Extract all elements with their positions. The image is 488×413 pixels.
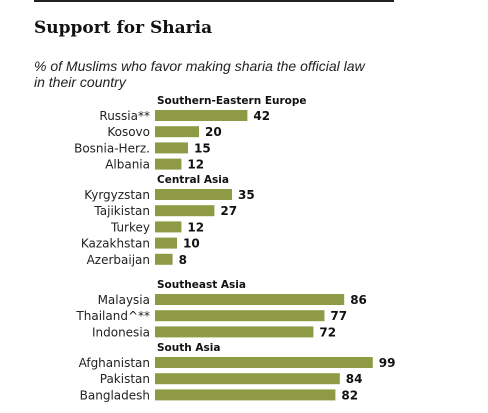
category-label: Afghanistan: [79, 356, 150, 370]
top-rule: [34, 0, 394, 2]
bar: [155, 126, 199, 138]
bar: [155, 205, 215, 217]
bar: [155, 253, 173, 265]
bar: [155, 357, 373, 368]
group-label: South Asia: [157, 342, 220, 354]
value-label: 42: [253, 109, 270, 123]
category-label: Malaysia: [98, 293, 150, 307]
bar: [155, 189, 232, 200]
category-label: Tajikistan: [93, 204, 150, 218]
category-label: Kazakhstan: [81, 237, 150, 251]
value-label: 99: [379, 356, 396, 370]
category-label: Thailand^**: [75, 309, 150, 323]
value-label: 12: [187, 158, 204, 172]
category-label: Kosovo: [107, 125, 150, 139]
value-label: 12: [187, 220, 204, 234]
value-label: 10: [183, 237, 200, 251]
chart-title: Support for Sharia: [34, 18, 213, 38]
category-label: Albania: [105, 158, 150, 172]
category-label: Azerbaijan: [87, 253, 150, 267]
category-label: Indonesia: [92, 325, 150, 339]
value-label: 84: [346, 372, 363, 386]
bar: [155, 389, 336, 401]
value-label: 20: [205, 125, 222, 139]
category-label: Kyrgyzstan: [84, 188, 150, 202]
bar: [155, 142, 188, 154]
group-label: Central Asia: [157, 174, 229, 186]
bar: [155, 110, 248, 121]
bar: [155, 294, 345, 305]
value-label: 72: [319, 325, 336, 339]
value-label: 35: [238, 188, 255, 202]
category-label: Russia**: [99, 109, 150, 123]
value-label: 77: [330, 309, 347, 323]
bar: [155, 326, 314, 338]
group-label: Southern-Eastern Europe: [157, 95, 307, 107]
value-label: 8: [179, 253, 187, 267]
chart-subtitle: % of Muslims who favor making sharia the…: [34, 58, 365, 90]
value-label: 27: [220, 204, 237, 218]
bar: [155, 373, 340, 385]
category-label: Pakistan: [100, 372, 150, 386]
bar: [155, 237, 177, 249]
value-label: 82: [341, 388, 358, 402]
value-label: 86: [350, 293, 367, 307]
bar: [155, 310, 325, 322]
bar: [155, 158, 182, 170]
bar: [155, 221, 182, 233]
category-label: Bosnia-Herz.: [74, 141, 150, 155]
group-label: Southeast Asia: [157, 279, 246, 291]
value-label: 15: [194, 141, 211, 155]
category-label: Turkey: [110, 220, 150, 234]
category-label: Bangladesh: [80, 388, 150, 402]
